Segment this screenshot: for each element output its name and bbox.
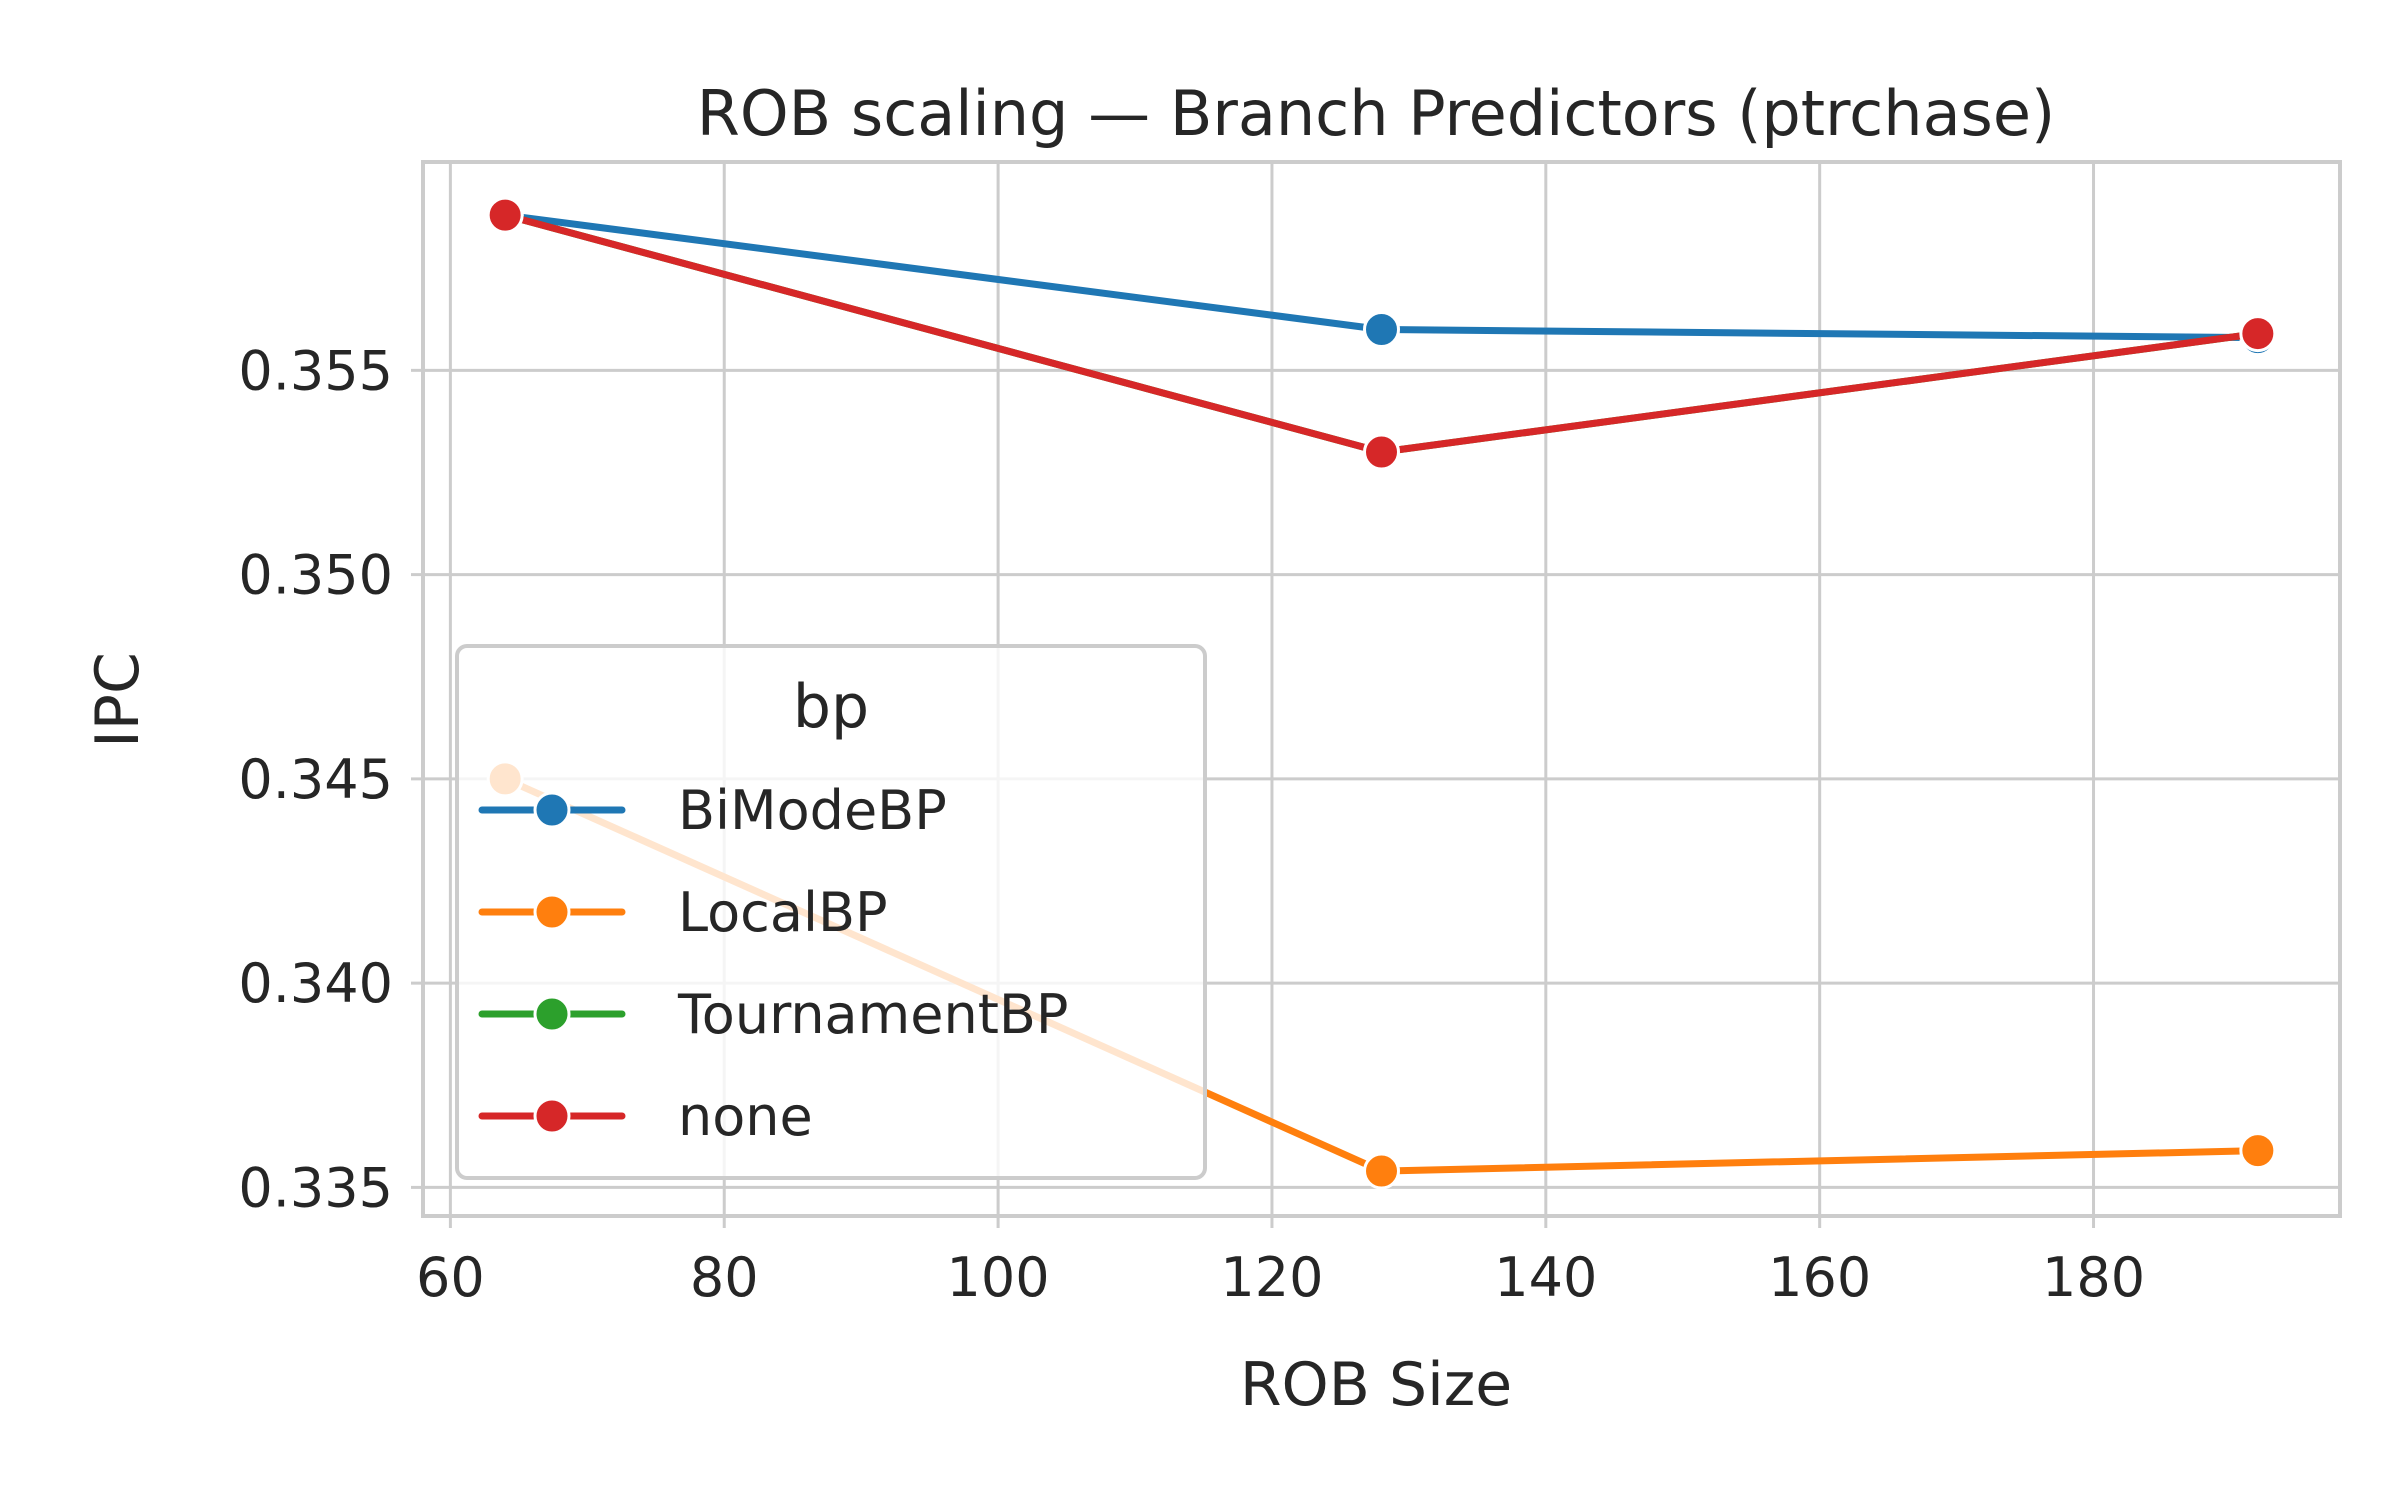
legend-box (455, 644, 1207, 1180)
plot-frame (421, 160, 2342, 1218)
data-point (2239, 315, 2277, 353)
legend-title: bp (793, 672, 869, 742)
y-tick-label: 0.340 (238, 952, 393, 1015)
x-tick-label: 100 (947, 1246, 1050, 1309)
legend-marker (533, 1097, 571, 1135)
y-tick-label: 0.345 (238, 748, 393, 811)
chart-title: ROB scaling — Branch Predictors (ptrchas… (697, 77, 2055, 150)
x-tick-label: 160 (1768, 1246, 1871, 1309)
y-tick-label: 0.350 (238, 544, 393, 607)
x-tick-label: 180 (2042, 1246, 2145, 1309)
legend-label: LocalBP (678, 881, 888, 944)
data-point (1363, 310, 1400, 348)
data-point (1363, 1152, 1400, 1190)
data-point (1363, 433, 1400, 471)
x-tick-label: 60 (416, 1246, 485, 1309)
y-tick-label: 0.335 (238, 1156, 393, 1219)
legend-marker (533, 995, 571, 1033)
legend-marker (533, 893, 571, 931)
y-tick-label: 0.355 (238, 339, 393, 402)
x-tick-label: 140 (1494, 1246, 1597, 1309)
legend: bp BiModeBP LocalBP TournamentBP none (455, 644, 1207, 1180)
legend-label: TournamentBP (677, 983, 1068, 1046)
legend-label: none (678, 1085, 813, 1148)
x-tick-label: 80 (690, 1246, 759, 1309)
x-tick-label: 120 (1220, 1246, 1323, 1309)
legend-label: BiModeBP (678, 779, 947, 842)
legend-marker (533, 791, 571, 829)
data-point (2239, 1132, 2277, 1170)
data-point (486, 196, 524, 234)
y-axis-label: IPC (83, 652, 153, 748)
x-axis-label: ROB Size (1240, 1350, 1512, 1420)
